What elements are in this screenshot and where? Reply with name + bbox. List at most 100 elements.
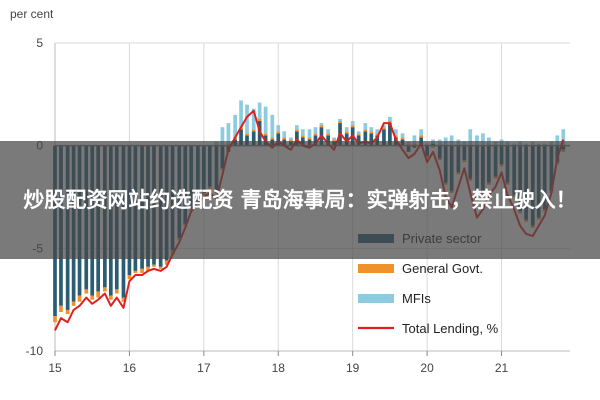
bar: [412, 135, 417, 144]
bar: [344, 131, 349, 134]
bar: [369, 127, 374, 132]
bar: [257, 102, 262, 119]
bar: [140, 268, 144, 273]
bar: [555, 135, 560, 146]
bar: [263, 133, 268, 136]
bar: [338, 121, 342, 124]
bar: [133, 270, 138, 273]
y-tick-label: -10: [26, 344, 44, 358]
bar: [419, 135, 423, 138]
bar: [295, 131, 299, 146]
bar: [282, 137, 287, 140]
bar: [96, 291, 101, 298]
y-tick-label: 5: [36, 36, 43, 50]
x-tick-label: 20: [420, 361, 434, 375]
x-tick-label: 19: [346, 361, 360, 375]
bar: [152, 264, 156, 267]
bar: [356, 133, 361, 136]
bar: [276, 125, 281, 132]
bar: [363, 129, 368, 132]
bar: [146, 266, 150, 271]
bar: [338, 118, 342, 122]
bar: [382, 129, 386, 146]
bar: [394, 129, 398, 136]
bar: [121, 297, 126, 302]
bar: [226, 123, 231, 144]
bar: [263, 106, 268, 134]
bar: [270, 137, 275, 140]
y-unit-label: per cent: [10, 7, 54, 21]
bar: [481, 133, 485, 146]
bar: [270, 114, 275, 138]
bar: [326, 135, 330, 146]
bar: [53, 316, 57, 323]
bar: [77, 295, 82, 302]
bar: [276, 131, 281, 134]
bar: [289, 139, 293, 142]
x-tick-label: 16: [123, 361, 137, 375]
bar: [239, 129, 243, 146]
bar: [103, 287, 107, 292]
bar: [313, 133, 318, 136]
bar: [239, 100, 243, 128]
bar: [289, 137, 293, 140]
bar: [350, 125, 355, 128]
x-tick-label: 21: [495, 361, 509, 375]
bar: [59, 305, 63, 312]
bar: [307, 129, 312, 138]
x-tick-label: 15: [48, 361, 62, 375]
bar: [332, 139, 336, 142]
legend-swatch: [358, 294, 394, 303]
bar: [332, 137, 336, 140]
bar: [394, 135, 398, 138]
bar: [375, 133, 380, 136]
x-tick-label: 18: [272, 361, 286, 375]
bar: [300, 135, 305, 138]
bar: [313, 127, 318, 134]
bar: [356, 131, 361, 134]
bar: [251, 131, 256, 146]
bar: [245, 133, 249, 136]
bar: [363, 123, 368, 130]
bar: [375, 135, 380, 146]
bar: [313, 135, 318, 146]
bar: [388, 116, 392, 122]
bar: [344, 127, 349, 132]
legend-swatch: [358, 264, 394, 273]
bar: [158, 266, 163, 269]
legend-label: General Govt.: [402, 261, 483, 276]
bar: [400, 137, 405, 140]
legend-label: MFIs: [402, 291, 431, 306]
bar: [449, 135, 454, 146]
bar: [257, 121, 262, 146]
bar: [369, 131, 374, 134]
bar: [127, 275, 132, 280]
bar: [356, 135, 361, 146]
x-axis-ticks: 15 16 17 18 19 20 21: [48, 351, 509, 375]
bar: [388, 121, 392, 124]
bar: [382, 125, 386, 128]
bar: [220, 127, 225, 146]
bar: [233, 114, 237, 138]
bar: [257, 118, 262, 122]
bar: [65, 309, 70, 315]
bar: [276, 133, 281, 146]
bar: [90, 295, 95, 300]
bar: [71, 301, 76, 306]
bar: [307, 137, 312, 140]
bar: [319, 123, 324, 126]
bar: [344, 133, 349, 146]
bar: [319, 125, 324, 128]
bar: [369, 133, 374, 146]
bar: [295, 129, 299, 132]
bar: [114, 289, 119, 294]
bar: [251, 108, 256, 130]
bar: [561, 129, 566, 146]
overlay-banner-text: 炒股配资网站约选配资 青岛海事局：实弹射击，禁止驶入！: [23, 188, 577, 212]
bar: [400, 133, 405, 138]
x-tick-label: 17: [197, 361, 211, 375]
bar: [388, 123, 392, 146]
bar: [282, 131, 287, 138]
bar: [419, 129, 423, 136]
bar: [468, 129, 473, 146]
